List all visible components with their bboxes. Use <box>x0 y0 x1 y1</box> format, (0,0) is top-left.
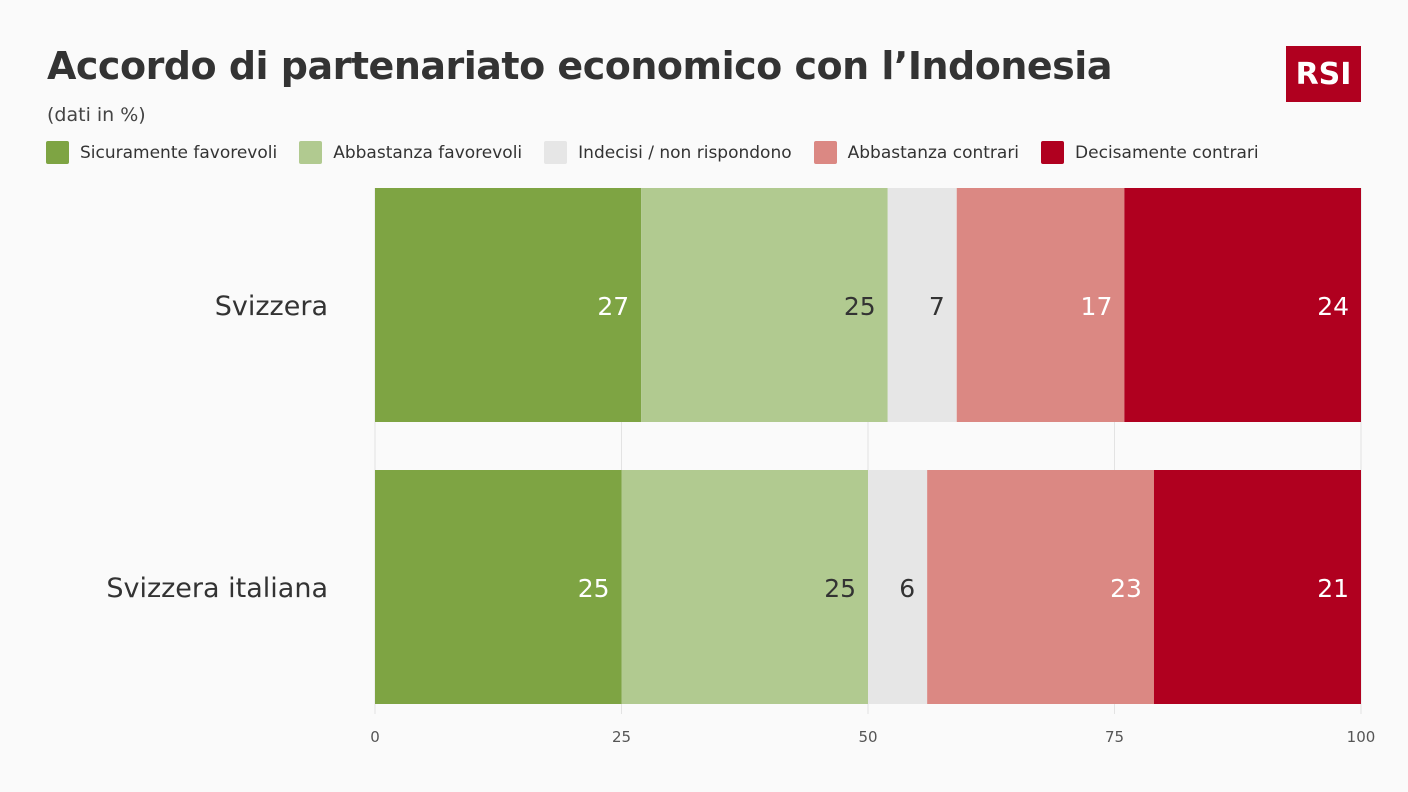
legend-label: Decisamente contrari <box>1075 142 1259 163</box>
rsi-logo: RSI <box>1286 46 1361 102</box>
legend-swatch <box>46 141 69 164</box>
data-label: 25 <box>824 574 856 603</box>
chart-title: Accordo di partenariato economico con l’… <box>47 44 1112 88</box>
category-label: Svizzera <box>215 291 328 322</box>
chart-subtitle: (dati in %) <box>47 104 146 126</box>
chart-legend: Sicuramente favorevoli Abbastanza favore… <box>46 141 1281 164</box>
legend-label: Abbastanza favorevoli <box>333 142 523 163</box>
category-label: Svizzera italiana <box>106 573 328 604</box>
bar-segment <box>868 470 928 704</box>
data-label: 6 <box>899 574 915 603</box>
legend-label: Indecisi / non rispondono <box>578 142 792 163</box>
bar-segment <box>887 188 957 422</box>
bar-segment <box>641 188 888 422</box>
legend-swatch <box>544 141 568 164</box>
legend-item: Abbastanza contrari <box>813 141 1020 164</box>
data-label: 25 <box>844 292 876 321</box>
x-tick-label: 0 <box>370 728 380 746</box>
legend-item: Indecisi / non rispondono <box>544 141 792 164</box>
bar-segment <box>927 470 1154 704</box>
data-label: 27 <box>597 292 629 321</box>
legend-swatch <box>813 141 837 164</box>
data-label: 24 <box>1317 292 1349 321</box>
x-tick-label: 100 <box>1347 728 1376 746</box>
x-tick-label: 25 <box>612 728 631 746</box>
data-label: 23 <box>1110 574 1142 603</box>
legend-item: Sicuramente favorevoli <box>46 141 277 164</box>
data-label: 7 <box>929 292 945 321</box>
legend-item: Decisamente contrari <box>1041 141 1259 164</box>
legend-label: Sicuramente favorevoli <box>80 142 278 163</box>
bar-segment <box>1124 188 1361 422</box>
data-label: 17 <box>1081 292 1113 321</box>
x-tick-label: 50 <box>858 728 877 746</box>
legend-label: Abbastanza contrari <box>847 142 1020 163</box>
legend-item: Abbastanza favorevoli <box>299 141 522 164</box>
bar-segment <box>956 188 1125 422</box>
bar-segment <box>375 188 642 422</box>
legend-swatch <box>1041 141 1065 164</box>
bar-segment <box>1153 470 1361 704</box>
legend-swatch <box>299 141 323 164</box>
bar-segment <box>621 470 868 704</box>
data-label: 21 <box>1317 574 1349 603</box>
bar-segment <box>375 470 622 704</box>
x-tick-label: 75 <box>1105 728 1124 746</box>
data-label: 25 <box>578 574 610 603</box>
